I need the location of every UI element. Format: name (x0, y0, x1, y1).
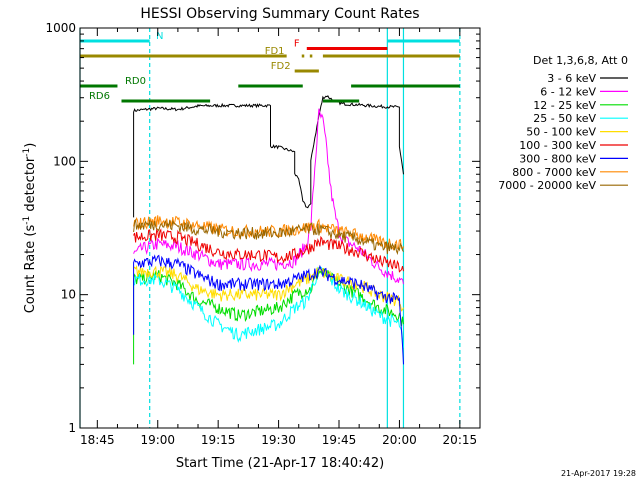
chart-title: HESSI Observing Summary Count Rates (140, 6, 419, 22)
series-line-0 (133, 95, 404, 218)
legend-label-5: 100 - 300 keV (519, 139, 596, 152)
series-line-8 (133, 219, 404, 256)
flag-label-4: RD0 (125, 76, 146, 87)
x-tick-label-5: 20:00 (382, 433, 417, 447)
axes: 1 10 100 1000 18:45 19:00 19:15 19:30 19:45 20:00… (45, 21, 481, 447)
plot-area (79, 28, 461, 428)
legend-label-6: 300 - 800 keV (519, 152, 596, 165)
legend-label-3: 25 - 50 keV (533, 112, 596, 125)
plot-frame (79, 27, 481, 429)
x-tick-label-1: 19:00 (140, 433, 175, 447)
y-tick-label-2: 100 (53, 154, 76, 168)
flag-label-1: F (294, 39, 300, 50)
legend-label-4: 50 - 100 keV (526, 126, 596, 139)
legend-header: Det 1,3,6,8, Att 0 (533, 54, 628, 67)
series-line-1 (133, 108, 404, 285)
flag-dot-2-0 (301, 54, 305, 58)
y-axis-label: Count Rate (s-1 detector-1) (22, 143, 38, 314)
flag-label-5: RD6 (89, 91, 110, 102)
series-line-3 (133, 266, 404, 348)
x-tick-label-6: 20:15 (443, 433, 478, 447)
flag-label-3: FD2 (271, 61, 291, 72)
x-tick-label-0: 18:45 (80, 433, 115, 447)
series-line-2 (133, 268, 404, 365)
legend-label-1: 6 - 12 keV (540, 85, 596, 98)
series-line-7 (133, 215, 404, 251)
flag-dot-2-1 (309, 54, 313, 58)
legend-label-0: 3 - 6 keV (547, 72, 596, 85)
y-tick-label-0: 1 (68, 421, 76, 435)
legend-label-8: 7000 - 20000 keV (498, 179, 596, 192)
x-tick-label-4: 19:45 (322, 433, 357, 447)
flag-label-0: N (156, 31, 163, 42)
series-line-6 (133, 254, 404, 365)
y-tick-label-1: 10 (61, 288, 76, 302)
legend-label-2: 12 - 25 keV (533, 99, 596, 112)
y-tick-label-3: 1000 (45, 21, 76, 35)
flag-label-2: FD1 (265, 46, 285, 57)
legend-label-7: 800 - 7000 keV (512, 166, 596, 179)
flag-bars: N F FD1 FD2 RD0 RD6 (80, 31, 460, 103)
x-tick-label-3: 19:30 (261, 433, 296, 447)
footer-timestamp: 21-Apr-2017 19:28 (561, 469, 636, 478)
x-tick-label-2: 19:15 (201, 433, 236, 447)
x-axis-label: Start Time (21-Apr-17 18:40:42) (176, 456, 384, 471)
series-line-5 (133, 228, 404, 273)
